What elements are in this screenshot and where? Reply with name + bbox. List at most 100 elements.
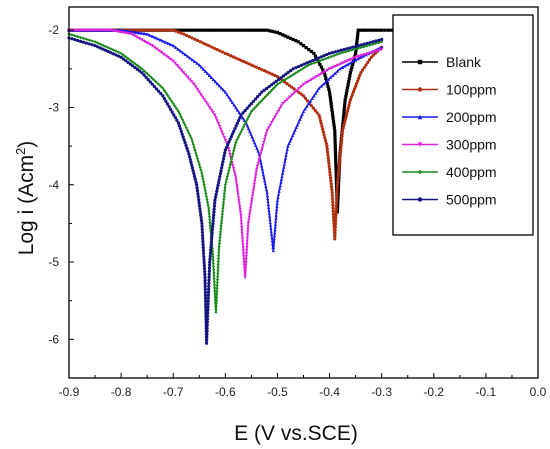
data-point — [274, 213, 278, 217]
data-point — [111, 52, 115, 56]
data-point — [223, 90, 227, 94]
data-point — [238, 205, 242, 209]
data-point — [334, 162, 338, 166]
data-point — [195, 154, 199, 158]
data-point — [150, 82, 154, 86]
data-point — [156, 82, 160, 86]
data-point — [364, 28, 368, 32]
data-point — [142, 73, 146, 77]
data-point — [331, 212, 335, 216]
data-point — [218, 236, 222, 240]
data-point — [203, 284, 207, 289]
data-point — [179, 129, 183, 133]
data-point — [159, 91, 163, 96]
data-point — [169, 57, 173, 61]
y-axis-title-main: Log i (Acm — [15, 155, 38, 255]
data-point — [338, 51, 342, 55]
data-point — [244, 260, 248, 265]
data-point — [197, 162, 201, 167]
data-point — [269, 226, 273, 230]
data-point — [299, 42, 303, 46]
data-point — [368, 43, 372, 47]
data-point — [327, 90, 332, 94]
data-point — [230, 132, 235, 136]
data-point — [153, 45, 157, 49]
data-point — [321, 127, 325, 131]
legend-label: 300ppm — [446, 137, 497, 153]
data-point — [256, 149, 260, 153]
data-point — [290, 85, 294, 89]
data-point — [191, 142, 195, 146]
data-point — [212, 277, 216, 281]
data-point — [227, 140, 231, 144]
data-point — [109, 47, 113, 51]
data-point — [318, 119, 323, 123]
data-point — [239, 214, 243, 218]
data-point — [224, 145, 229, 149]
data-point — [339, 147, 343, 151]
data-point — [194, 180, 198, 184]
data-point — [220, 28, 224, 32]
data-point — [154, 80, 158, 84]
data-point — [239, 222, 244, 227]
data-point — [218, 49, 222, 53]
data-point — [330, 111, 334, 115]
data-point — [343, 60, 347, 64]
data-point — [256, 161, 260, 165]
data-point — [341, 122, 345, 126]
data-point — [220, 218, 224, 222]
data-point — [296, 69, 300, 74]
data-point — [173, 115, 177, 120]
data-point — [93, 40, 97, 44]
data-point — [184, 143, 188, 148]
data-point — [344, 115, 348, 119]
data-point — [351, 90, 356, 94]
data-point — [195, 189, 200, 193]
data-point — [214, 192, 218, 196]
data-point — [333, 144, 337, 148]
data-point — [158, 38, 162, 42]
data-point — [217, 245, 221, 249]
data-point — [334, 207, 338, 211]
data-point — [180, 132, 184, 136]
data-point — [205, 326, 209, 330]
data-point — [273, 222, 278, 226]
data-point — [201, 177, 205, 181]
data-point — [364, 63, 368, 67]
data-point — [161, 86, 165, 90]
data-point — [327, 51, 332, 55]
data-point — [291, 73, 295, 77]
data-point — [334, 219, 338, 223]
data-point — [128, 62, 132, 66]
series-layer — [67, 28, 394, 345]
data-point — [333, 135, 337, 139]
data-point — [223, 28, 227, 32]
data-point — [320, 124, 324, 129]
data-point — [183, 28, 188, 32]
data-point — [356, 31, 360, 35]
data-point — [338, 156, 342, 160]
data-point — [153, 35, 157, 40]
data-point — [216, 265, 220, 270]
data-point — [245, 106, 249, 110]
data-point — [201, 41, 205, 45]
data-point — [229, 157, 234, 161]
data-point — [346, 83, 350, 87]
data-point — [252, 182, 256, 186]
data-point — [227, 150, 231, 154]
data-point — [253, 105, 257, 109]
data-point — [326, 159, 331, 163]
ticks-layer: -0.9 -0.8 -0.7 -0.6 -0.5 -0.4 -0.3 -0.2 -0.1 0.0 -… — [48, 23, 546, 399]
data-point — [215, 283, 219, 288]
data-point — [319, 84, 324, 88]
data-point — [193, 148, 197, 152]
data-point — [165, 102, 170, 106]
data-point — [208, 220, 212, 225]
legend-label: 400ppm — [446, 164, 497, 180]
data-point — [266, 202, 270, 206]
data-point — [207, 269, 211, 273]
data-point — [213, 80, 217, 84]
data-point — [235, 28, 239, 32]
data-point — [215, 289, 219, 293]
data-point — [219, 227, 223, 231]
